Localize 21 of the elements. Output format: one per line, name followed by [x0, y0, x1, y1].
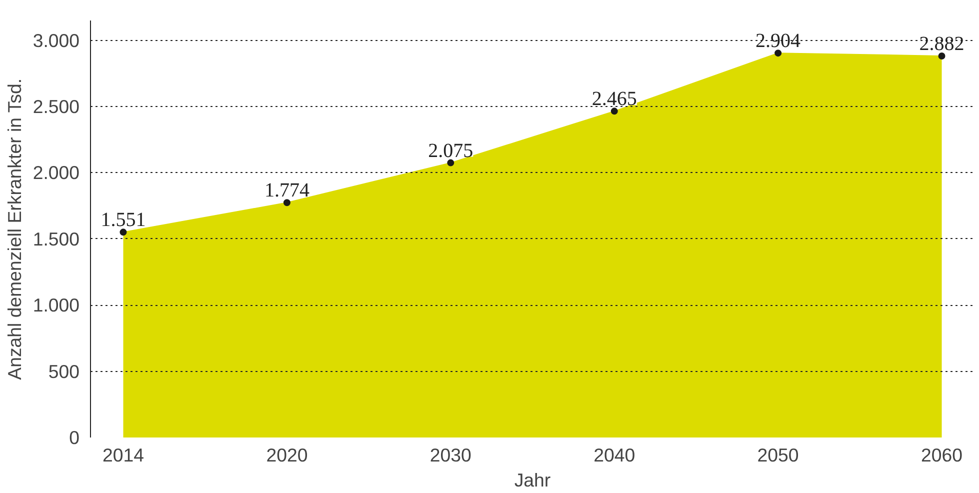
text: 1.774 [264, 180, 310, 202]
y-tick-label: 500 [48, 360, 80, 382]
y-axis-title: Anzahl demenziell Erkrankter in Tsd. [4, 78, 25, 380]
x-tick-label: 2040 [594, 444, 636, 466]
x-tick-label: 2050 [757, 444, 799, 466]
y-tick-label: 2.000 [32, 162, 80, 184]
y-tick-label: 1.000 [32, 294, 80, 316]
text: 2.075 [428, 140, 474, 162]
y-tick-label: 2.500 [32, 96, 80, 118]
text: 2.904 [756, 30, 801, 52]
text: 2.465 [592, 88, 637, 110]
y-tick-label: 3.000 [32, 30, 80, 51]
text: 1.551 [100, 209, 146, 232]
x-tick-label: 2030 [430, 444, 472, 466]
x-axis-title: Jahr [514, 470, 551, 490]
y-tick-label: 1.500 [32, 228, 80, 250]
x-tick-label: 2020 [266, 444, 308, 466]
text: 2.882 [919, 32, 964, 55]
x-tick-label: 2014 [102, 444, 144, 466]
y-tick-label: 0 [69, 427, 80, 448]
x-tick-label: 2060 [921, 444, 963, 466]
